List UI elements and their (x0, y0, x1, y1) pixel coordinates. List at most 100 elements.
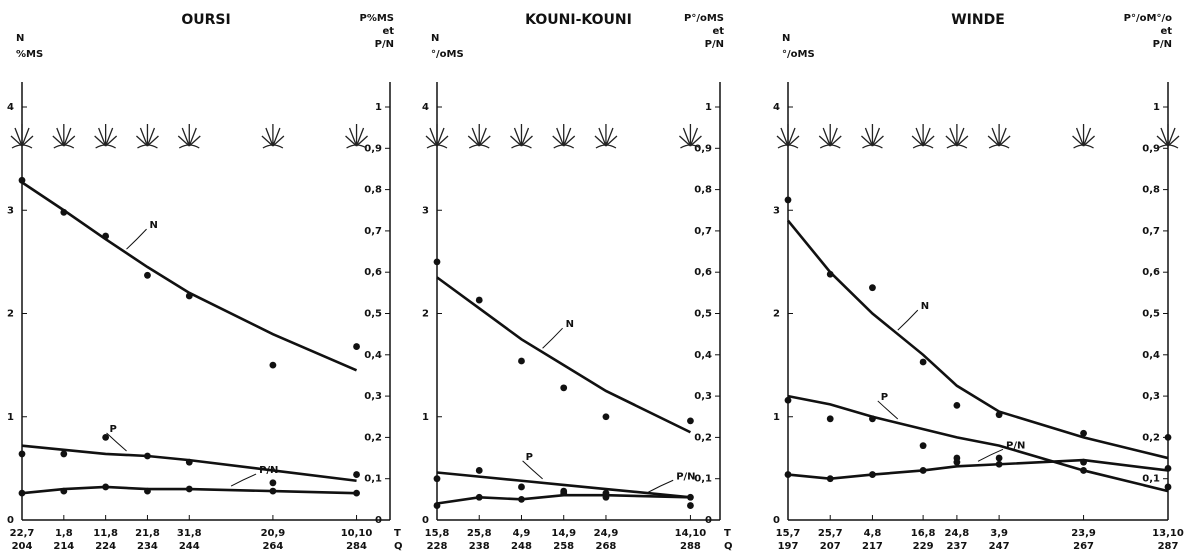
x-tick-label: 228 (427, 541, 448, 552)
data-point (60, 487, 68, 495)
data-point (144, 452, 151, 460)
y-tick-label: 0 (7, 515, 14, 526)
x-tick-label-date: 31,8 (177, 528, 202, 539)
label-leader (106, 432, 127, 452)
x-tick-label-date: 10,10 (341, 528, 373, 539)
data-point (60, 208, 68, 216)
x-tick-label: 247 (989, 541, 1010, 552)
y2-tick-label: 0,9 (1142, 143, 1160, 154)
data-point (826, 270, 834, 278)
plant-icon (552, 124, 576, 149)
data-point (869, 415, 876, 423)
x-tick-label-date: 25,8 (467, 528, 492, 539)
x-tick-label: 237 (946, 541, 967, 552)
x-tick-label: 258 (553, 541, 574, 552)
y-tick-label: 0 (773, 515, 780, 526)
y2-axis-label: et (382, 26, 394, 37)
x-tick-label-date: 25,7 (818, 528, 843, 539)
data-point (475, 493, 483, 501)
x-row-label: Q (724, 541, 733, 552)
plant-icon (467, 124, 491, 149)
y-tick-label: 0 (422, 515, 429, 526)
plant-icon (261, 124, 285, 149)
y-tick-label: 2 (7, 309, 14, 320)
y-axis-label: %MS (16, 49, 43, 60)
plant-icon (52, 124, 76, 149)
x-tick-label-date: 1,8 (55, 528, 73, 539)
plant-icon (136, 124, 159, 149)
y2-tick-label: 0,7 (694, 226, 712, 237)
data-point (269, 487, 277, 495)
y2-tick-label: 0,6 (364, 267, 382, 278)
y2-tick-label: 0 (375, 515, 382, 526)
y-tick-label: 3 (7, 205, 14, 216)
data-point (1164, 434, 1172, 441)
plant-icon (510, 124, 533, 149)
y2-tick-label: 0,2 (1142, 432, 1160, 443)
y2-tick-label: 0,9 (364, 143, 382, 154)
x-tick-label-date: 4,9 (513, 528, 531, 539)
y-tick-label: 2 (422, 309, 429, 320)
x-tick-label: 214 (53, 541, 74, 552)
data-point (953, 401, 961, 409)
data-point (518, 357, 525, 365)
data-point (687, 502, 694, 509)
x-tick-label-date: 16,8 (911, 528, 936, 539)
x-tick-label-date: 20,9 (261, 528, 286, 539)
data-point (185, 292, 193, 300)
data-point (687, 493, 694, 501)
fit-line (786, 219, 1169, 460)
y-tick-label: 3 (422, 205, 429, 216)
x-tick-label: 267 (1073, 541, 1094, 552)
label-leader (230, 473, 257, 487)
fit-line (787, 458, 1169, 481)
y2-tick-label: 0,8 (694, 185, 712, 196)
series-label: P (526, 452, 533, 463)
plant-icon (911, 124, 935, 149)
data-point (560, 489, 568, 497)
x-tick-label: 248 (511, 541, 532, 552)
plant-icon (425, 124, 449, 149)
y2-tick-label: 0,1 (694, 474, 712, 485)
data-point (60, 450, 68, 458)
fit-line (436, 276, 692, 434)
series-label: P/N (1006, 440, 1025, 451)
x-tick-label: 268 (596, 541, 617, 552)
x-tick-label-date: 21,8 (135, 528, 160, 539)
label-leader (647, 479, 674, 493)
data-point (433, 258, 441, 266)
plant-icon (345, 124, 368, 149)
y2-tick-label: 0 (705, 515, 712, 526)
y2-tick-label: 0,7 (364, 226, 382, 237)
data-point (919, 467, 927, 474)
fit-line (436, 493, 691, 505)
x-tick-label-date: 14,10 (675, 528, 707, 539)
data-point (18, 450, 26, 458)
x-tick-label-date: 3,9 (990, 528, 1008, 539)
y2-tick-label: 0,8 (364, 185, 382, 196)
data-point (475, 467, 483, 474)
plant-icon (94, 124, 118, 149)
y2-tick-label: 0,3 (364, 391, 382, 402)
data-point (102, 232, 110, 240)
y2-tick-label: 0,9 (694, 143, 712, 154)
data-point (144, 271, 151, 279)
label-leader (542, 327, 563, 349)
x-tick-label: 207 (820, 541, 841, 552)
data-point (687, 417, 694, 425)
series-label: N (150, 220, 158, 231)
label-leader (877, 400, 899, 420)
y2-tick-label: 0,2 (694, 432, 712, 443)
fit-line (436, 471, 691, 499)
y2-axis-label: et (712, 26, 724, 37)
data-point (869, 284, 876, 292)
data-point (1080, 467, 1087, 474)
data-point (826, 415, 834, 423)
plant-icon (10, 124, 34, 149)
y2-tick-label: 0,7 (1142, 226, 1160, 237)
fit-line (787, 394, 1169, 493)
x-tick-label-date: 22,7 (10, 528, 35, 539)
x-tick-label: 284 (346, 541, 367, 552)
label-leader (126, 228, 147, 250)
x-tick-label: 217 (862, 541, 883, 552)
